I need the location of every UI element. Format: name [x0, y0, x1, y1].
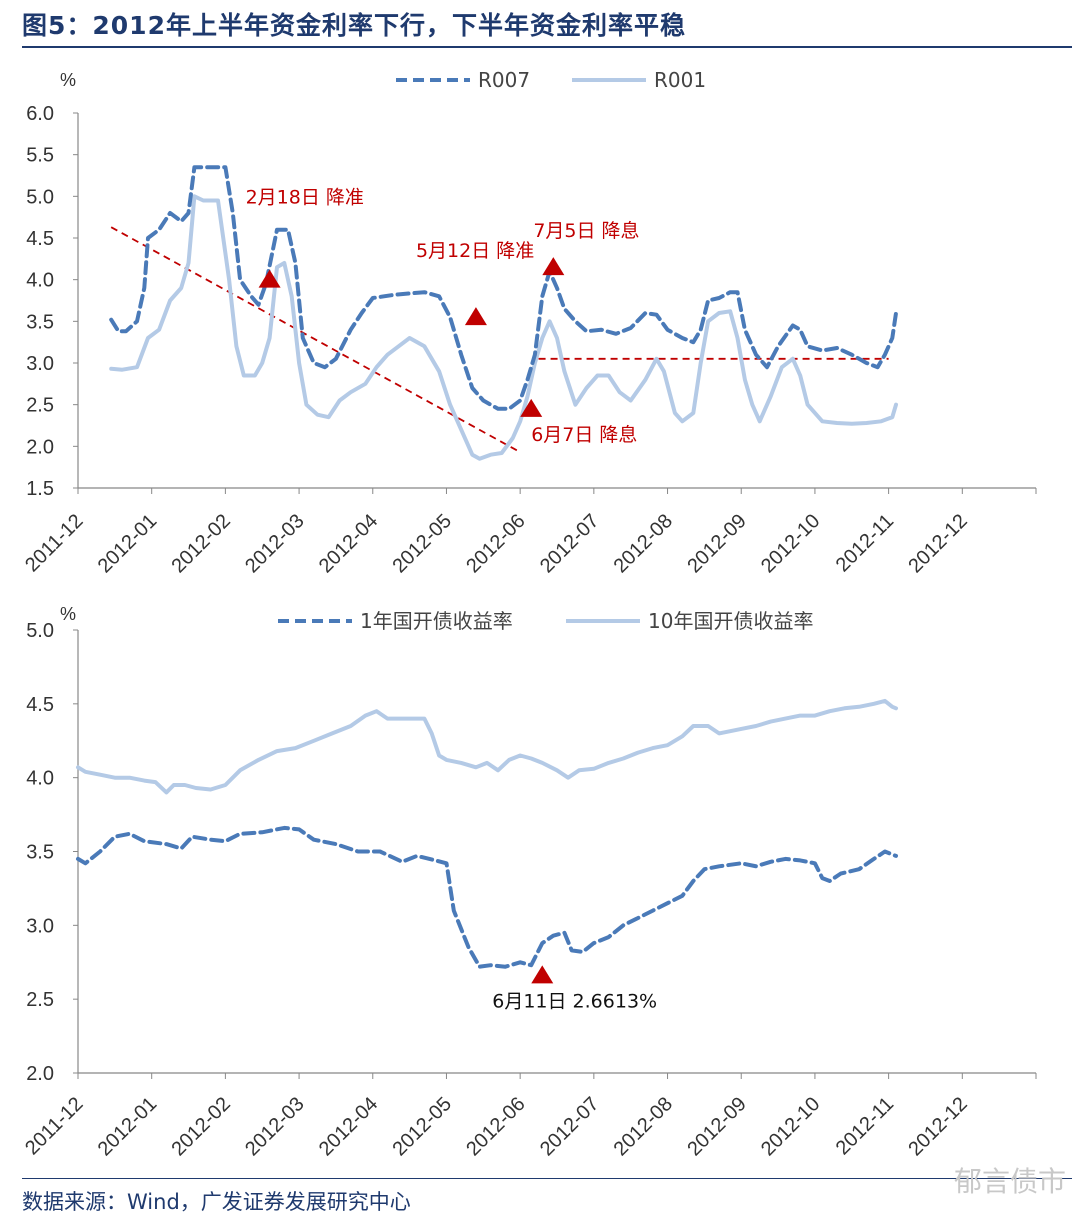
chart2-y-tick-label: 2.5: [26, 989, 54, 1011]
chart2-x-tick-label: 2012-06: [462, 1093, 529, 1160]
chart1-x-tick-label: 2012-03: [241, 510, 308, 577]
chart1-x-tick-label: 2012-09: [683, 510, 750, 577]
chart1-y-tick-label: 2.0: [26, 436, 54, 458]
chart2-legend-label: 10年国开债收益率: [648, 609, 813, 633]
chart1-y-tick-label: 1.5: [26, 478, 54, 500]
chart2-x-tick-label: 2012-12: [904, 1093, 971, 1160]
chart1-x-tick-label: 2012-02: [167, 510, 234, 577]
watermark: 郁言债市: [953, 1165, 1066, 1198]
chart1-event-marker: [520, 398, 543, 417]
chart1-x-tick-label: 2012-04: [315, 510, 382, 577]
chart1-y-tick-label: 4.0: [26, 270, 54, 292]
chart2-x-tick-label: 2012-11: [832, 1093, 898, 1159]
chart2-y-tick-label: 2.0: [26, 1063, 54, 1085]
chart1-y-tick-label: 5.0: [26, 186, 54, 208]
chart2-x-tick-label: 2012-08: [610, 1093, 677, 1160]
chart1-annotation-label: 2月18日 降准: [246, 187, 364, 209]
chart1-unit-label: %: [60, 70, 76, 90]
chart2-x-tick-label: 2012-03: [241, 1093, 308, 1160]
chart2-x-tick-label: 2012-10: [757, 1093, 824, 1160]
chart2-series-line: [76, 825, 898, 969]
chart2-legend-label: 1年国开债收益率: [360, 609, 513, 633]
source-note: 数据来源：Wind，广发证券发展研究中心: [22, 1190, 411, 1214]
chart2-x-tick-label: 2012-01: [94, 1093, 161, 1160]
chart2-y-tick-label: 4.0: [26, 768, 54, 790]
chart1-series-line: [109, 165, 898, 411]
chart1-annotation-label: 5月12日 降准: [416, 240, 534, 262]
chart1-legend-label: R007: [478, 68, 530, 92]
chart1-y-tick-label: 3.0: [26, 353, 54, 375]
title-rule: [22, 46, 1072, 48]
chart2-y-tick-label: 3.5: [26, 842, 54, 864]
chart1-annotation-label: 7月5日 降息: [533, 220, 639, 242]
chart2-x-tick-label: 2012-05: [389, 1093, 456, 1160]
chart2-series-line: [76, 698, 898, 795]
chart2-unit-label: %: [60, 604, 76, 624]
chart1-x-tick-label: 2012-12: [904, 510, 971, 577]
chart1-legend-label: R001: [654, 68, 706, 92]
chart2-event-marker: [531, 965, 554, 984]
chart1-event-marker: [464, 307, 487, 326]
chart2-x-tick-label: 2012-04: [315, 1093, 382, 1160]
chart2-x-tick-label: 2012-07: [536, 1093, 603, 1160]
chart1-event-marker: [258, 269, 281, 288]
chart2-y-tick-label: 4.5: [26, 694, 54, 716]
chart1-annotation-label: 6月7日 降息: [531, 424, 637, 446]
chart1-series-line: [109, 194, 898, 461]
chart1-y-tick-label: 6.0: [26, 103, 54, 125]
chart2-x-tick-label: 2012-02: [167, 1093, 234, 1160]
chart1-x-tick-label: 2012-10: [757, 510, 824, 577]
chart1-x-tick-label: 2012-07: [536, 510, 603, 577]
chart1-x-tick-label: 2011-12: [21, 510, 87, 576]
chart1-x-tick-label: 2012-11: [832, 510, 898, 576]
source-rule: [22, 1178, 1072, 1179]
chart2-y-tick-label: 5.0: [26, 620, 54, 642]
chart2-x-tick-label: 2012-09: [683, 1093, 750, 1160]
chart2-annotation-label: 6月11日 2.6613%: [492, 990, 657, 1012]
chart1-y-tick-label: 2.5: [26, 395, 54, 417]
chart2-y-tick-label: 3.0: [26, 915, 54, 937]
chart2-x-tick-label: 2011-12: [21, 1093, 87, 1159]
figure-title: 图5：2012年上半年资金利率下行，下半年资金利率平稳: [22, 11, 686, 40]
chart1-x-tick-label: 2012-05: [389, 510, 456, 577]
chart1-x-tick-label: 2012-08: [610, 510, 677, 577]
chart1-y-tick-label: 3.5: [26, 311, 54, 333]
chart1-x-tick-label: 2012-01: [94, 510, 161, 577]
chart1-y-tick-label: 5.5: [26, 145, 54, 167]
chart1-event-marker: [542, 257, 565, 276]
chart1-reference-line: [110, 226, 521, 453]
chart1-x-tick-label: 2012-06: [462, 510, 529, 577]
chart1-y-tick-label: 4.5: [26, 228, 54, 250]
